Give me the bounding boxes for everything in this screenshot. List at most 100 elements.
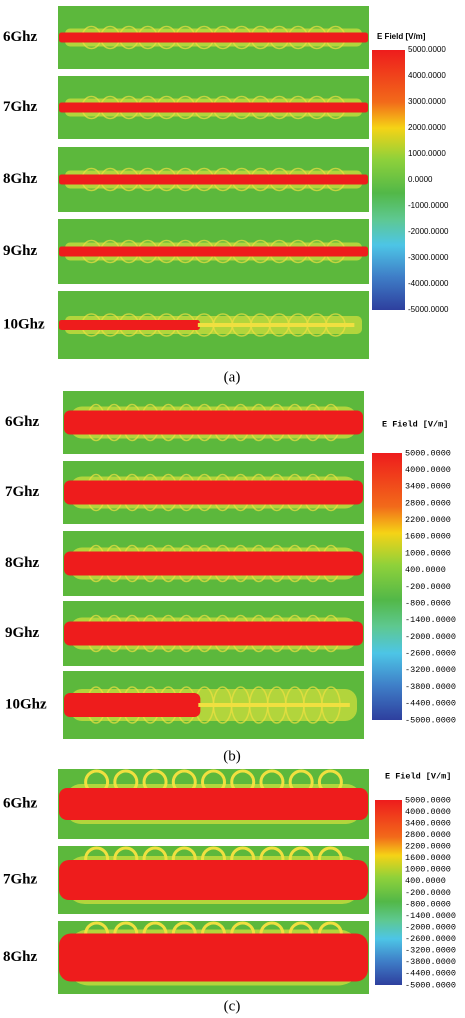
- colorbar-tick-label: 4000.0000: [405, 807, 451, 817]
- panel-label: (b): [223, 748, 241, 764]
- colorbar: [375, 800, 402, 985]
- field-core: [59, 32, 368, 43]
- row-label: 10Ghz: [3, 316, 45, 332]
- colorbar-tick-label: -2600.0000: [405, 934, 456, 944]
- colorbar-tick-label: -1400.0000: [405, 615, 456, 625]
- field-frame: [56, 145, 371, 214]
- field-frame: [56, 289, 371, 361]
- field-tail: [198, 703, 350, 707]
- field-plot: [56, 289, 371, 361]
- colorbar-tick-label: 1600.0000: [405, 853, 451, 863]
- colorbar-tick-label: -4400.0000: [405, 969, 456, 979]
- colorbar-tick-label: 1000.0000: [405, 548, 451, 558]
- colorbar-tick-label: 2200.0000: [405, 842, 451, 852]
- colorbar-tick-label: 5000.0000: [405, 448, 451, 458]
- field-core: [59, 174, 368, 185]
- colorbar-tick-label: 0.0000: [408, 175, 433, 184]
- row-label: 9Ghz: [5, 625, 40, 641]
- colorbar-tick-label: 3400.0000: [405, 818, 451, 828]
- field-frame: [56, 919, 371, 996]
- colorbar-tick-label: 2800.0000: [405, 498, 451, 508]
- colorbar-tick-label: 2200.0000: [405, 515, 451, 525]
- colorbar-tick-label: -2000.0000: [405, 922, 456, 932]
- row-label: 6Ghz: [5, 414, 40, 430]
- field-plot: [61, 459, 366, 526]
- colorbar-tick-label: -1000.0000: [408, 201, 449, 210]
- field-core: [64, 551, 363, 576]
- colorbar-tick-label: 1000.0000: [408, 149, 446, 158]
- field-plot: [61, 599, 366, 668]
- colorbar: [372, 50, 405, 310]
- row-label: 10Ghz: [5, 696, 47, 712]
- colorbar-tick-label: 400.0000: [405, 876, 446, 886]
- colorbar-tick-label: -800.0000: [405, 899, 451, 909]
- colorbar-tick-label: 2800.0000: [405, 830, 451, 840]
- field-core: [59, 860, 368, 900]
- colorbar-tick-label: -2000.0000: [408, 227, 449, 236]
- field-frame: [61, 389, 366, 456]
- colorbar-tick-label: 5000.0000: [408, 45, 446, 54]
- colorbar-tick-label: 4000.0000: [405, 465, 451, 475]
- colorbar-title: E Field [V/m]: [385, 771, 451, 781]
- colorbar: [372, 453, 402, 720]
- colorbar-tick-label: 5000.0000: [405, 795, 451, 805]
- colorbar-tick-label: -200.0000: [405, 888, 451, 898]
- colorbar-tick-label: -4000.0000: [408, 279, 449, 288]
- colorbar-tick-label: -3800.0000: [405, 682, 456, 692]
- colorbar-tick-label: -2600.0000: [405, 649, 456, 659]
- colorbar-tick-label: -3800.0000: [405, 957, 456, 967]
- field-plot: [56, 844, 371, 916]
- field-core: [59, 788, 368, 820]
- row-label: 8Ghz: [3, 949, 38, 965]
- row-label: 7Ghz: [3, 871, 38, 887]
- field-core: [64, 410, 363, 435]
- field-frame: [56, 74, 371, 141]
- row-label: 8Ghz: [5, 555, 40, 571]
- colorbar-tick-label: -2000.0000: [405, 632, 456, 642]
- row-label: 8Ghz: [3, 171, 38, 187]
- colorbar-title: E Field [V/m]: [382, 419, 448, 429]
- colorbar-tick-label: -200.0000: [405, 582, 451, 592]
- field-plot: [56, 74, 371, 141]
- field-frame: [61, 599, 366, 668]
- row-label: 6Ghz: [3, 795, 38, 811]
- field-plot: [61, 529, 366, 598]
- colorbar-tick-label: 1600.0000: [405, 532, 451, 542]
- colorbar-title: E Field [V/m]: [377, 32, 426, 41]
- field-core: [59, 320, 200, 330]
- field-frame: [56, 217, 371, 286]
- colorbar-tick-label: -800.0000: [405, 598, 451, 608]
- field-frame: [61, 669, 366, 741]
- field-frame: [61, 459, 366, 526]
- row-label: 7Ghz: [5, 484, 40, 500]
- field-core: [59, 102, 368, 113]
- field-frame: [56, 844, 371, 916]
- colorbar-tick-label: 3400.0000: [405, 482, 451, 492]
- field-plot: [56, 145, 371, 214]
- field-tail: [197, 323, 355, 327]
- field-plot: [56, 217, 371, 286]
- colorbar-tick-label: -3200.0000: [405, 665, 456, 675]
- field-core: [64, 693, 201, 717]
- field-plot: [56, 767, 371, 841]
- field-core: [59, 246, 368, 257]
- colorbar-tick-label: -5000.0000: [405, 715, 456, 725]
- row-label: 9Ghz: [3, 243, 38, 259]
- colorbar-tick-label: -1400.0000: [405, 911, 456, 921]
- field-frame: [56, 4, 371, 71]
- colorbar-tick-label: -3000.0000: [408, 253, 449, 262]
- colorbar-tick-label: 3000.0000: [408, 97, 446, 106]
- field-core: [64, 621, 363, 646]
- colorbar-tick-label: 1000.0000: [405, 865, 451, 875]
- colorbar-tick-label: 2000.0000: [408, 123, 446, 132]
- field-plot: [56, 919, 371, 996]
- row-label: 6Ghz: [3, 29, 38, 45]
- colorbar-tick-label: 400.0000: [405, 565, 446, 575]
- row-label: 7Ghz: [3, 99, 38, 115]
- panel-label: (c): [224, 998, 241, 1014]
- colorbar-tick-label: -5000.0000: [405, 980, 456, 990]
- field-core: [59, 933, 368, 982]
- field-core: [64, 480, 363, 505]
- field-frame: [56, 767, 371, 841]
